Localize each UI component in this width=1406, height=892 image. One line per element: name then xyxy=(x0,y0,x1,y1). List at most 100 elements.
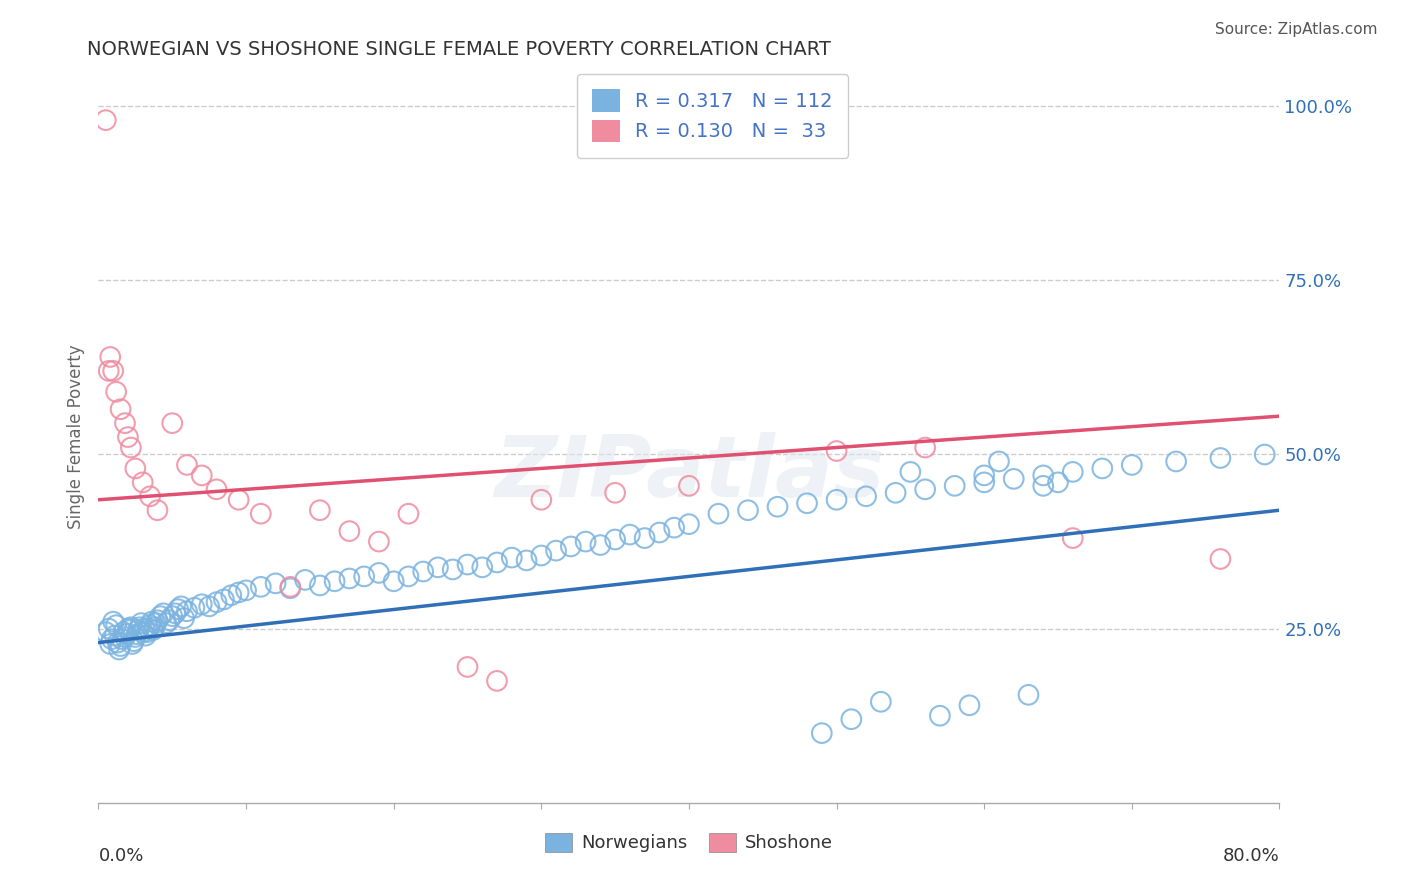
Point xyxy=(146,503,169,517)
Point xyxy=(1032,479,1054,493)
Y-axis label: Single Female Poverty: Single Female Poverty xyxy=(66,345,84,529)
Point xyxy=(501,550,523,565)
Point xyxy=(294,573,316,587)
Point xyxy=(605,533,627,547)
Point xyxy=(589,538,612,552)
Point xyxy=(205,483,228,497)
Point xyxy=(228,492,250,507)
Point xyxy=(796,496,818,510)
Point xyxy=(353,569,375,583)
Point xyxy=(94,625,117,640)
Point xyxy=(398,569,420,583)
Point xyxy=(105,384,128,399)
Point xyxy=(1166,454,1188,468)
Point xyxy=(108,642,131,657)
Point xyxy=(114,630,136,644)
Point xyxy=(988,454,1011,468)
Text: 80.0%: 80.0% xyxy=(1223,847,1279,864)
Text: ZIPatlas: ZIPatlas xyxy=(494,432,884,516)
Point xyxy=(900,465,922,479)
Point xyxy=(339,572,361,586)
Point xyxy=(135,629,157,643)
Point xyxy=(914,483,936,497)
Point xyxy=(97,364,120,378)
Point xyxy=(368,566,391,580)
Point xyxy=(103,615,125,629)
Point xyxy=(98,350,121,364)
Point xyxy=(162,609,183,624)
Point xyxy=(560,540,582,554)
Point xyxy=(235,583,257,598)
Point xyxy=(1254,448,1277,462)
Point xyxy=(309,503,332,517)
Point xyxy=(678,479,700,493)
Point xyxy=(122,634,145,648)
Point xyxy=(134,622,156,636)
Point xyxy=(486,673,509,688)
Point xyxy=(1018,688,1040,702)
Point xyxy=(111,632,134,646)
Point xyxy=(110,639,132,653)
Point xyxy=(1046,475,1070,490)
Point xyxy=(707,507,730,521)
Point xyxy=(1209,450,1232,465)
Point xyxy=(766,500,789,514)
Point xyxy=(457,558,479,572)
Point xyxy=(973,468,995,483)
Point xyxy=(121,637,143,651)
Point xyxy=(959,698,981,713)
Point xyxy=(191,597,214,611)
Point xyxy=(339,524,361,538)
Point xyxy=(191,468,214,483)
Point xyxy=(648,525,671,540)
Point xyxy=(139,618,162,632)
Point xyxy=(441,562,464,576)
Legend: Norwegians, Shoshone: Norwegians, Shoshone xyxy=(537,826,841,860)
Point xyxy=(810,726,832,740)
Point xyxy=(250,507,273,521)
Point xyxy=(120,620,142,634)
Point xyxy=(382,574,405,589)
Point xyxy=(157,613,180,627)
Point xyxy=(112,625,135,640)
Point xyxy=(107,635,129,649)
Point xyxy=(678,517,700,532)
Point xyxy=(132,475,155,490)
Point xyxy=(165,607,187,621)
Point xyxy=(530,549,553,563)
Point xyxy=(664,521,686,535)
Point xyxy=(152,607,174,621)
Point xyxy=(855,489,877,503)
Text: NORWEGIAN VS SHOSHONE SINGLE FEMALE POVERTY CORRELATION CHART: NORWEGIAN VS SHOSHONE SINGLE FEMALE POVE… xyxy=(87,39,831,59)
Point xyxy=(228,585,250,599)
Point xyxy=(141,615,163,629)
Point xyxy=(176,604,198,618)
Point xyxy=(145,616,167,631)
Point xyxy=(825,444,848,458)
Point xyxy=(146,613,169,627)
Point xyxy=(1002,472,1025,486)
Point xyxy=(250,580,273,594)
Point xyxy=(129,616,152,631)
Point xyxy=(546,543,568,558)
Point xyxy=(94,113,117,128)
Point xyxy=(398,507,420,521)
Point xyxy=(128,620,150,634)
Point xyxy=(1121,458,1143,472)
Point xyxy=(114,416,136,430)
Point xyxy=(619,527,641,541)
Point xyxy=(530,492,553,507)
Point xyxy=(280,581,302,595)
Point xyxy=(124,461,146,475)
Point xyxy=(98,637,121,651)
Point xyxy=(884,485,907,500)
Point xyxy=(97,622,120,636)
Point xyxy=(198,599,221,614)
Point xyxy=(737,503,759,517)
Point xyxy=(142,623,165,637)
Point xyxy=(100,632,122,646)
Point xyxy=(136,625,159,640)
Point xyxy=(427,560,450,574)
Point xyxy=(115,627,138,641)
Point xyxy=(1091,461,1114,475)
